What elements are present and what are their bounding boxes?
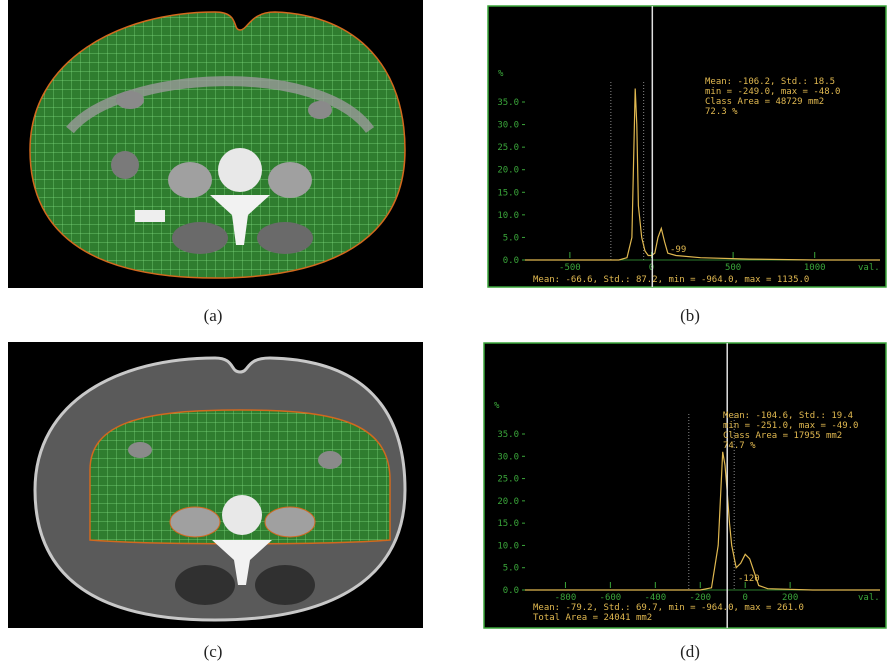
x-tick-label: -500	[559, 263, 581, 273]
x-tick-label: 200	[782, 593, 798, 603]
y-tick-label: 0.0	[503, 256, 519, 266]
x-unit: val.	[858, 593, 880, 603]
x-tick-label: -200	[689, 593, 711, 603]
ct-image-a	[8, 0, 423, 288]
footer-line: Mean: -66.6, Std.: 87.2, min = -964.0, m…	[533, 275, 809, 285]
y-tick-label: 10.0	[497, 541, 519, 551]
histogram-frame	[487, 5, 887, 288]
y-tick-label: 30.0	[497, 452, 519, 462]
ct-image-c	[8, 342, 423, 628]
y-tick-label: 10.0	[497, 211, 519, 221]
stats-line: Mean: -106.2, Std.: 18.5	[705, 77, 835, 87]
histogram-frame	[483, 342, 887, 629]
x-tick-label: -400	[644, 593, 666, 603]
y-tick-label: 5.0	[503, 564, 519, 574]
y-tick-label: 0.0	[503, 586, 519, 596]
y-tick-label: 25.0	[497, 143, 519, 153]
stats-line: Class Area = 48729 mm2	[705, 97, 824, 107]
marker-label: -120	[738, 574, 760, 584]
panel-label: (a)	[204, 306, 223, 325]
y-unit: %	[494, 401, 500, 411]
stats-line: min = -251.0, max = -49.0	[723, 421, 858, 431]
x-tick-label: 0	[742, 593, 747, 603]
x-unit: val.	[858, 263, 880, 273]
y-tick-label: 15.0	[497, 188, 519, 198]
histogram-curve	[525, 88, 880, 261]
x-tick-label: -600	[600, 593, 622, 603]
y-tick-label: 35.0	[497, 98, 519, 108]
y-tick-label: 30.0	[497, 121, 519, 131]
y-tick-label: 15.0	[497, 519, 519, 529]
y-unit: %	[498, 69, 504, 79]
stats-line: 74.7 %	[723, 441, 756, 451]
x-tick-label: 1000	[804, 263, 826, 273]
panel-label: (d)	[680, 642, 700, 661]
y-tick-label: 20.0	[497, 166, 519, 176]
panel-label: (c)	[204, 642, 223, 661]
histogram: % val. 0.0 5.0 10.0 15.0 20.0 25.0 30.0 35.0 -500 0…	[487, 5, 887, 288]
histogram-curve	[525, 451, 880, 591]
stats-line: 72.3 %	[705, 107, 738, 117]
stats-line: Class Area = 17955 mm2	[723, 431, 842, 441]
y-tick-label: 35.0	[497, 430, 519, 440]
y-tick-label: 5.0	[503, 233, 519, 243]
stats-line: min = -249.0, max = -48.0	[705, 87, 840, 97]
x-tick-label: 0	[649, 263, 654, 273]
panel-label: (b)	[680, 306, 700, 325]
footer-line: Mean: -79.2, Std.: 69.7, min = -964.0, m…	[533, 603, 804, 613]
x-tick-label: 500	[725, 263, 741, 273]
histogram: % val. 0.0 5.0 10.0 15.0 20.0 25.0 30.0 35.0 -800 -…	[483, 342, 887, 629]
y-tick-label: 25.0	[497, 475, 519, 485]
footer-line: Total Area = 24041 mm2	[533, 613, 652, 623]
marker-label: -99	[670, 245, 686, 255]
y-tick-label: 20.0	[497, 497, 519, 507]
x-tick-label: -800	[555, 593, 577, 603]
stats-line: Mean: -104.6, Std.: 19.4	[723, 411, 853, 421]
